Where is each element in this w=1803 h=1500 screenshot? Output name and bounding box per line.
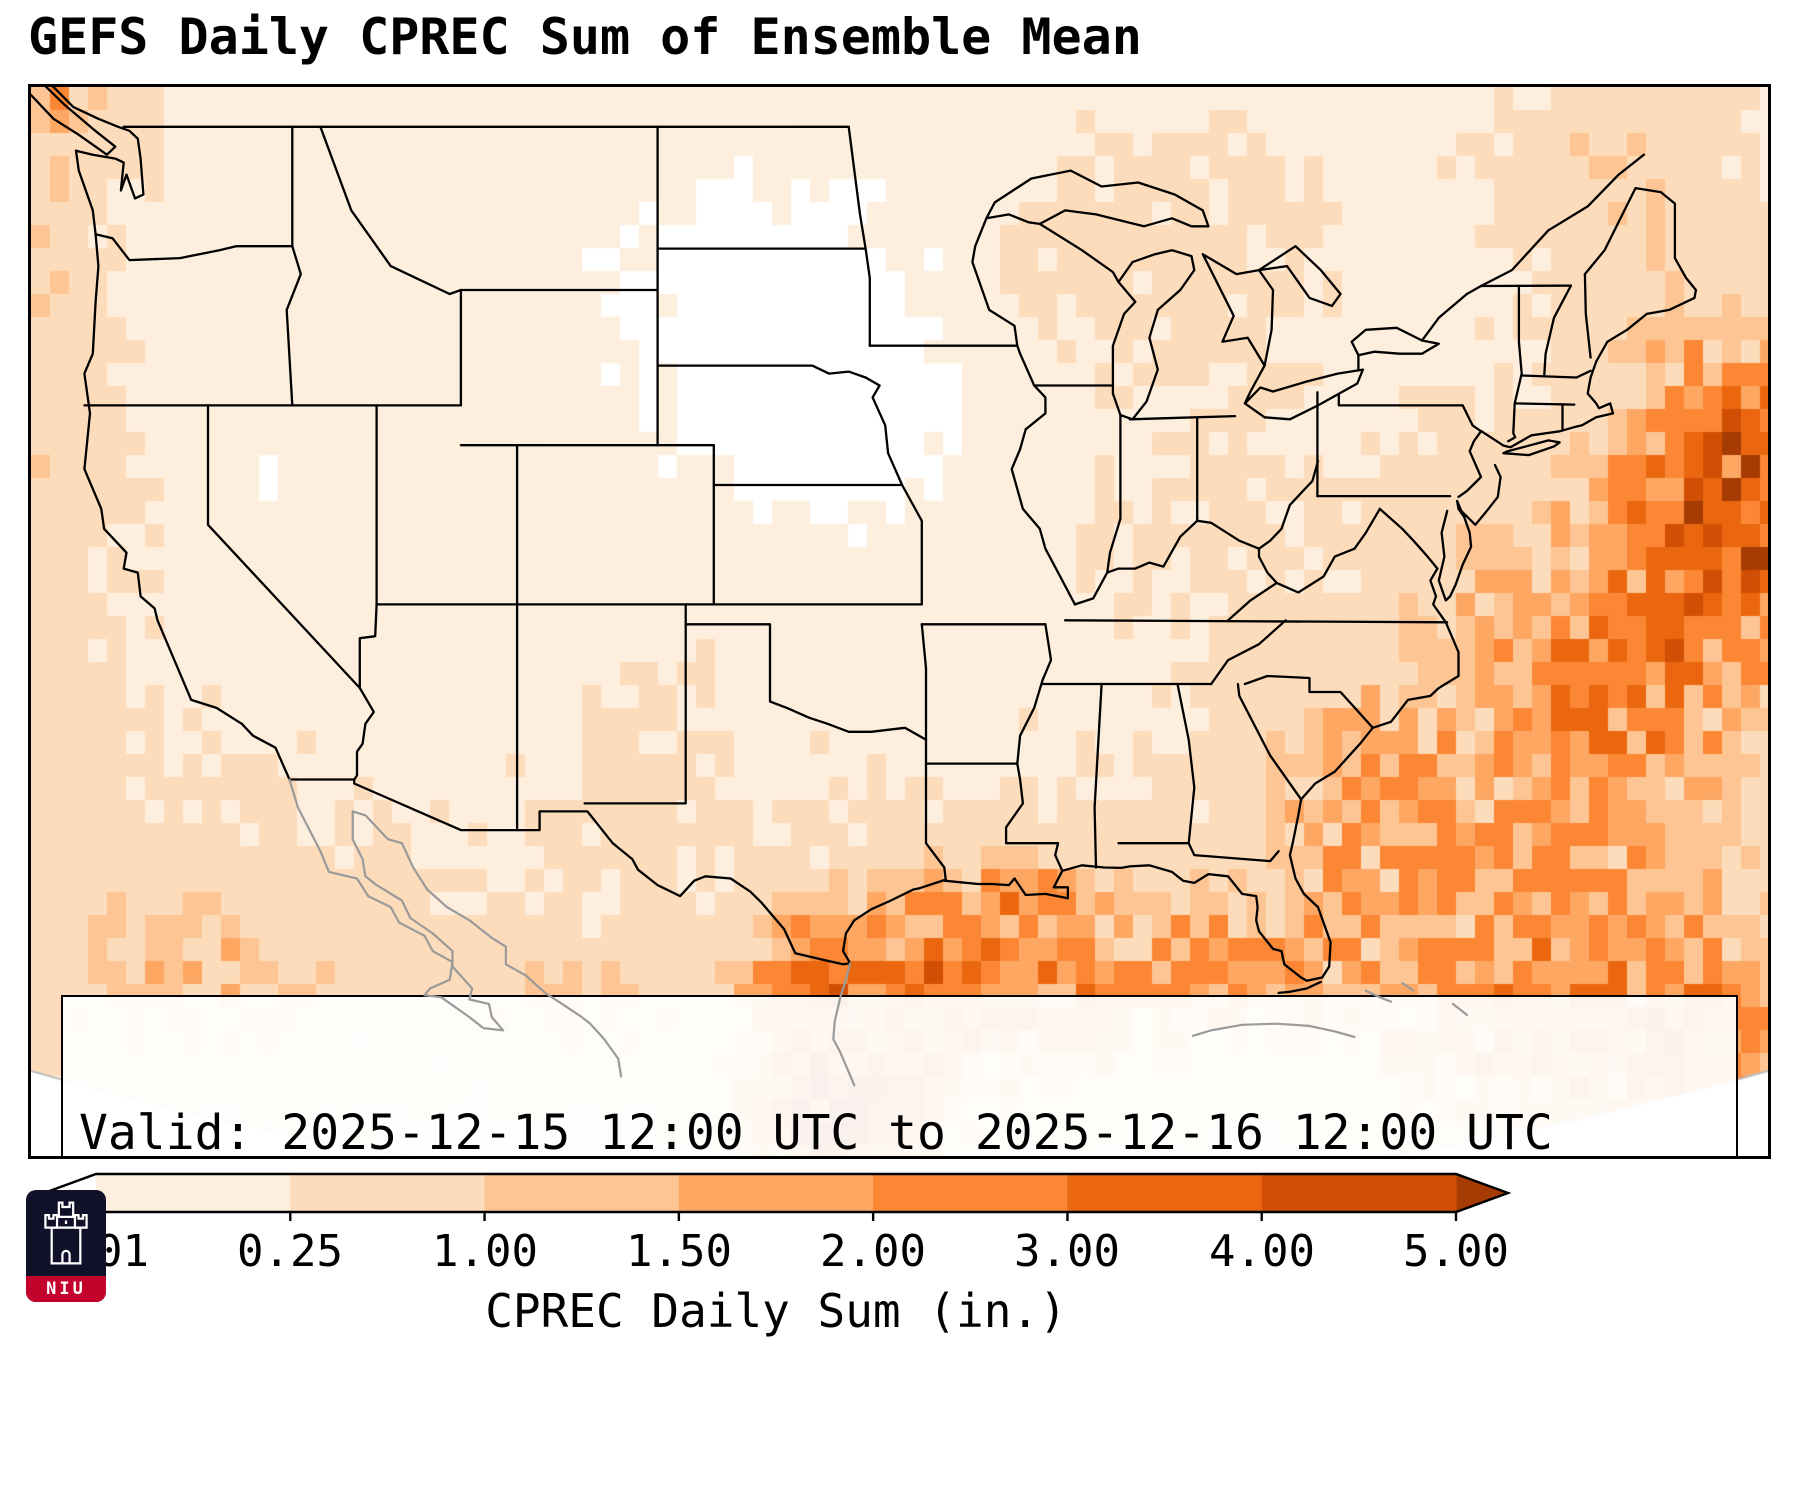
page-title: GEFS Daily CPREC Sum of Ensemble Mean: [28, 8, 1142, 66]
colorbar-tick-4: 2.00: [820, 1226, 926, 1277]
colorbar-tick-7: 5.00: [1403, 1226, 1509, 1277]
us-borders-layer: [31, 87, 1698, 995]
castle-icon: [26, 1190, 106, 1276]
colorbar-tick-2: 1.00: [432, 1226, 538, 1277]
colorbar-tick-1: 0.25: [237, 1226, 343, 1277]
colorbar-label: CPREC Daily Sum (in.): [485, 1284, 1067, 1338]
valid-time-line: Valid: 2025-12-15 12:00 UTC to 2025-12-1…: [79, 1104, 1553, 1159]
precip-map: Valid: 2025-12-15 12:00 UTC to 2025-12-1…: [28, 84, 1771, 1159]
niu-logo: NIU: [26, 1190, 106, 1302]
colorbar: [40, 1172, 1512, 1221]
niu-logo-text: NIU: [26, 1276, 106, 1302]
colorbar-tick-6: 4.00: [1209, 1226, 1315, 1277]
colorbar-tick-5: 3.00: [1014, 1226, 1120, 1277]
colorbar-tick-3: 1.50: [626, 1226, 732, 1277]
info-box: Valid: 2025-12-15 12:00 UTC to 2025-12-1…: [61, 995, 1738, 1159]
